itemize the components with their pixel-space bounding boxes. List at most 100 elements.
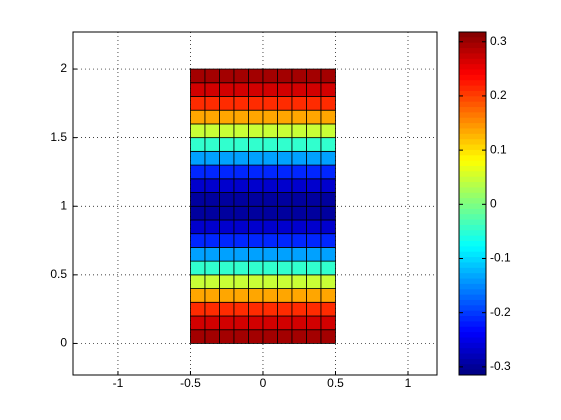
cell bbox=[204, 315, 220, 331]
cell bbox=[219, 233, 235, 248]
cell bbox=[248, 150, 264, 166]
colorbar-tick-label: -0.1 bbox=[490, 251, 511, 265]
cell bbox=[204, 233, 220, 248]
cell bbox=[262, 68, 278, 84]
cell bbox=[233, 82, 249, 97]
colorbar-segment bbox=[459, 101, 486, 108]
cell bbox=[277, 301, 293, 317]
colorbar-segment bbox=[459, 133, 486, 140]
colorbar-segment bbox=[459, 283, 486, 290]
cell bbox=[190, 247, 206, 262]
colorbar-segment bbox=[459, 358, 486, 365]
colorbar-segment bbox=[459, 208, 486, 215]
cell bbox=[248, 96, 264, 111]
cell bbox=[306, 233, 322, 248]
cell bbox=[233, 178, 249, 193]
cell bbox=[233, 164, 249, 180]
colorbar-segment bbox=[459, 64, 486, 71]
cell bbox=[233, 96, 249, 111]
cell bbox=[320, 329, 336, 344]
cell bbox=[262, 123, 278, 139]
cell bbox=[320, 247, 336, 262]
colorbar-segment bbox=[459, 224, 486, 231]
cell bbox=[219, 288, 235, 303]
cell bbox=[262, 260, 278, 276]
cell bbox=[233, 205, 249, 221]
colorbar-tick-label: -0.2 bbox=[490, 305, 511, 319]
cell bbox=[320, 301, 336, 317]
colorbar-box bbox=[458, 31, 487, 376]
cell bbox=[277, 233, 293, 248]
cell bbox=[248, 192, 264, 207]
cell bbox=[306, 96, 322, 111]
cell bbox=[291, 68, 307, 84]
colorbar-segment bbox=[459, 155, 486, 162]
cell bbox=[219, 315, 235, 331]
cell bbox=[306, 260, 322, 276]
colorbar-segment bbox=[459, 42, 486, 49]
cell bbox=[219, 205, 235, 221]
colorbar-segment bbox=[459, 139, 486, 146]
cell bbox=[320, 315, 336, 331]
colorbar-segment bbox=[459, 348, 486, 355]
colorbar-segment bbox=[459, 316, 486, 322]
cell bbox=[262, 329, 278, 344]
cell bbox=[233, 260, 249, 276]
cell bbox=[320, 150, 336, 166]
axes-box bbox=[72, 31, 438, 376]
cell bbox=[219, 260, 235, 276]
cell bbox=[219, 123, 235, 139]
x-tick-label: -0.5 bbox=[180, 376, 201, 390]
cell bbox=[306, 123, 322, 139]
cell bbox=[306, 178, 322, 193]
colorbar-segment bbox=[459, 219, 486, 226]
colorbar-segment bbox=[459, 80, 486, 87]
colorbar-segment bbox=[459, 53, 486, 60]
cell bbox=[291, 96, 307, 111]
colorbar-segment bbox=[459, 353, 486, 360]
cell bbox=[320, 137, 336, 152]
cell bbox=[233, 219, 249, 235]
colorbar-segment bbox=[459, 203, 486, 210]
cell bbox=[233, 315, 249, 331]
cell bbox=[262, 247, 278, 262]
colorbar-segment bbox=[459, 289, 486, 296]
colorbar-segment bbox=[459, 96, 486, 103]
cell bbox=[320, 82, 336, 97]
cell bbox=[248, 329, 264, 344]
colorbar-segment bbox=[459, 90, 486, 97]
cell bbox=[277, 247, 293, 262]
colorbar-segment bbox=[459, 257, 486, 263]
cell bbox=[219, 178, 235, 193]
colorbar-tick-label: 0.1 bbox=[490, 142, 507, 156]
cell bbox=[291, 192, 307, 207]
cell bbox=[277, 205, 293, 221]
cell bbox=[306, 329, 322, 344]
cell bbox=[204, 288, 220, 303]
cell bbox=[219, 301, 235, 317]
cell bbox=[291, 82, 307, 97]
cell bbox=[190, 233, 206, 248]
cell bbox=[204, 301, 220, 317]
cell bbox=[204, 274, 220, 289]
cell bbox=[204, 178, 220, 193]
cell bbox=[190, 178, 206, 193]
cell bbox=[233, 233, 249, 248]
cell bbox=[219, 329, 235, 344]
cell bbox=[277, 109, 293, 125]
cell bbox=[219, 82, 235, 97]
colorbar-tick-label: 0.3 bbox=[490, 34, 507, 48]
cell bbox=[320, 260, 336, 276]
cell bbox=[248, 164, 264, 180]
colorbar-segment bbox=[459, 251, 486, 258]
cell bbox=[306, 247, 322, 262]
cell bbox=[262, 137, 278, 152]
x-tick-label: 0 bbox=[260, 376, 267, 390]
cell bbox=[248, 205, 264, 221]
cell bbox=[262, 96, 278, 111]
colorbar-segment bbox=[459, 149, 486, 156]
cell bbox=[190, 205, 206, 221]
cell bbox=[277, 219, 293, 235]
cell bbox=[248, 137, 264, 152]
